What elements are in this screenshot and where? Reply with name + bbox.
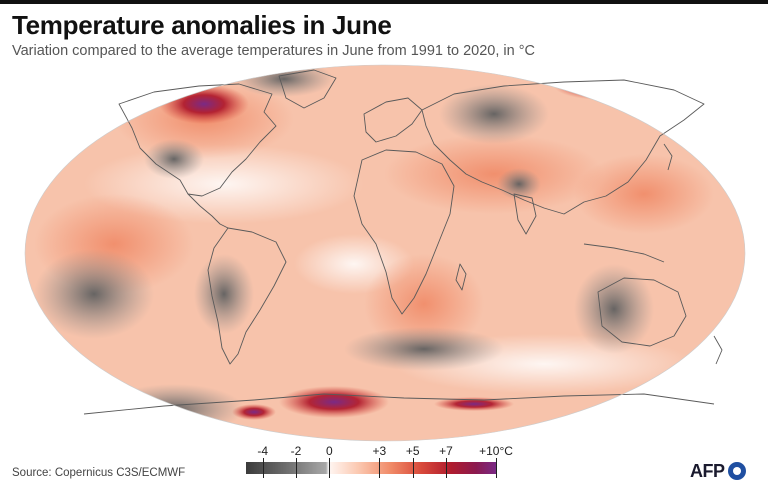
afp-logo: AFP: [690, 460, 746, 482]
cold-siberia: [439, 84, 549, 144]
legend-tick-label: +5: [405, 444, 420, 458]
color-legend: -4 -2 0 +3 +5 +7 +10°C: [246, 444, 513, 486]
cold-australia-west: [574, 264, 654, 354]
legend-tick: [412, 458, 414, 478]
coast-africa: [353, 149, 455, 315]
hot-east-siberia: [554, 72, 654, 100]
warm-east-asia: [574, 154, 714, 234]
legend-tick-label: 0: [325, 444, 333, 458]
afp-logo-text: AFP: [690, 460, 725, 481]
legend-tick: [496, 458, 497, 478]
anomaly-field: [25, 65, 745, 441]
legend-tick: [296, 458, 297, 478]
coastlines: [83, 69, 723, 415]
source-credit: Source: Copernicus C3S/ECMWF: [12, 467, 186, 479]
page-subtitle: Variation compared to the average temper…: [12, 43, 535, 59]
legend-tick: [446, 458, 447, 478]
world-map: [24, 64, 746, 442]
coast-india: [513, 193, 537, 235]
legend-color-bar: [246, 462, 496, 474]
coast-madagascar: [455, 263, 467, 291]
coast-north-america: [118, 83, 277, 197]
legend-tick: [379, 458, 381, 478]
hot-antarctic-atlantic: [279, 386, 389, 418]
afp-logo-circle-icon: [727, 462, 746, 480]
coast-europe: [363, 97, 423, 143]
page-title: Temperature anomalies in June: [12, 10, 392, 40]
coast-asia: [421, 79, 705, 215]
coast-australia: [597, 277, 687, 347]
top-rule: [0, 0, 768, 4]
legend-tick-label: +10°C: [479, 444, 513, 458]
hot-antarctic-indian: [434, 397, 514, 411]
cold-tibet: [497, 168, 541, 200]
coast-antarctica: [83, 393, 715, 415]
coast-south-america: [207, 227, 287, 365]
legend-tick-label: -2: [290, 444, 302, 458]
legend-tick: [329, 458, 331, 478]
cold-south-pacific: [34, 249, 154, 339]
coast-new-zealand: [713, 335, 723, 365]
cold-antarctic-pacific: [104, 384, 244, 434]
legend-tick-label: +7: [439, 444, 453, 458]
coast-greenland: [278, 69, 337, 109]
cold-western-us: [144, 139, 204, 179]
cold-south-atlantic: [344, 327, 504, 371]
coast-japan: [663, 143, 673, 171]
coast-indonesia: [583, 243, 665, 263]
warm-asia: [384, 134, 604, 214]
hot-canada: [159, 84, 249, 124]
legend-tick-label: +3: [372, 444, 387, 458]
legend-tick-label: -4: [257, 444, 268, 458]
hot-antarctic-peninsula: [232, 404, 276, 420]
legend-tick: [262, 458, 264, 478]
cold-south-america: [194, 254, 254, 334]
globe-outline: [24, 64, 746, 442]
coast-central-america: [187, 193, 229, 229]
